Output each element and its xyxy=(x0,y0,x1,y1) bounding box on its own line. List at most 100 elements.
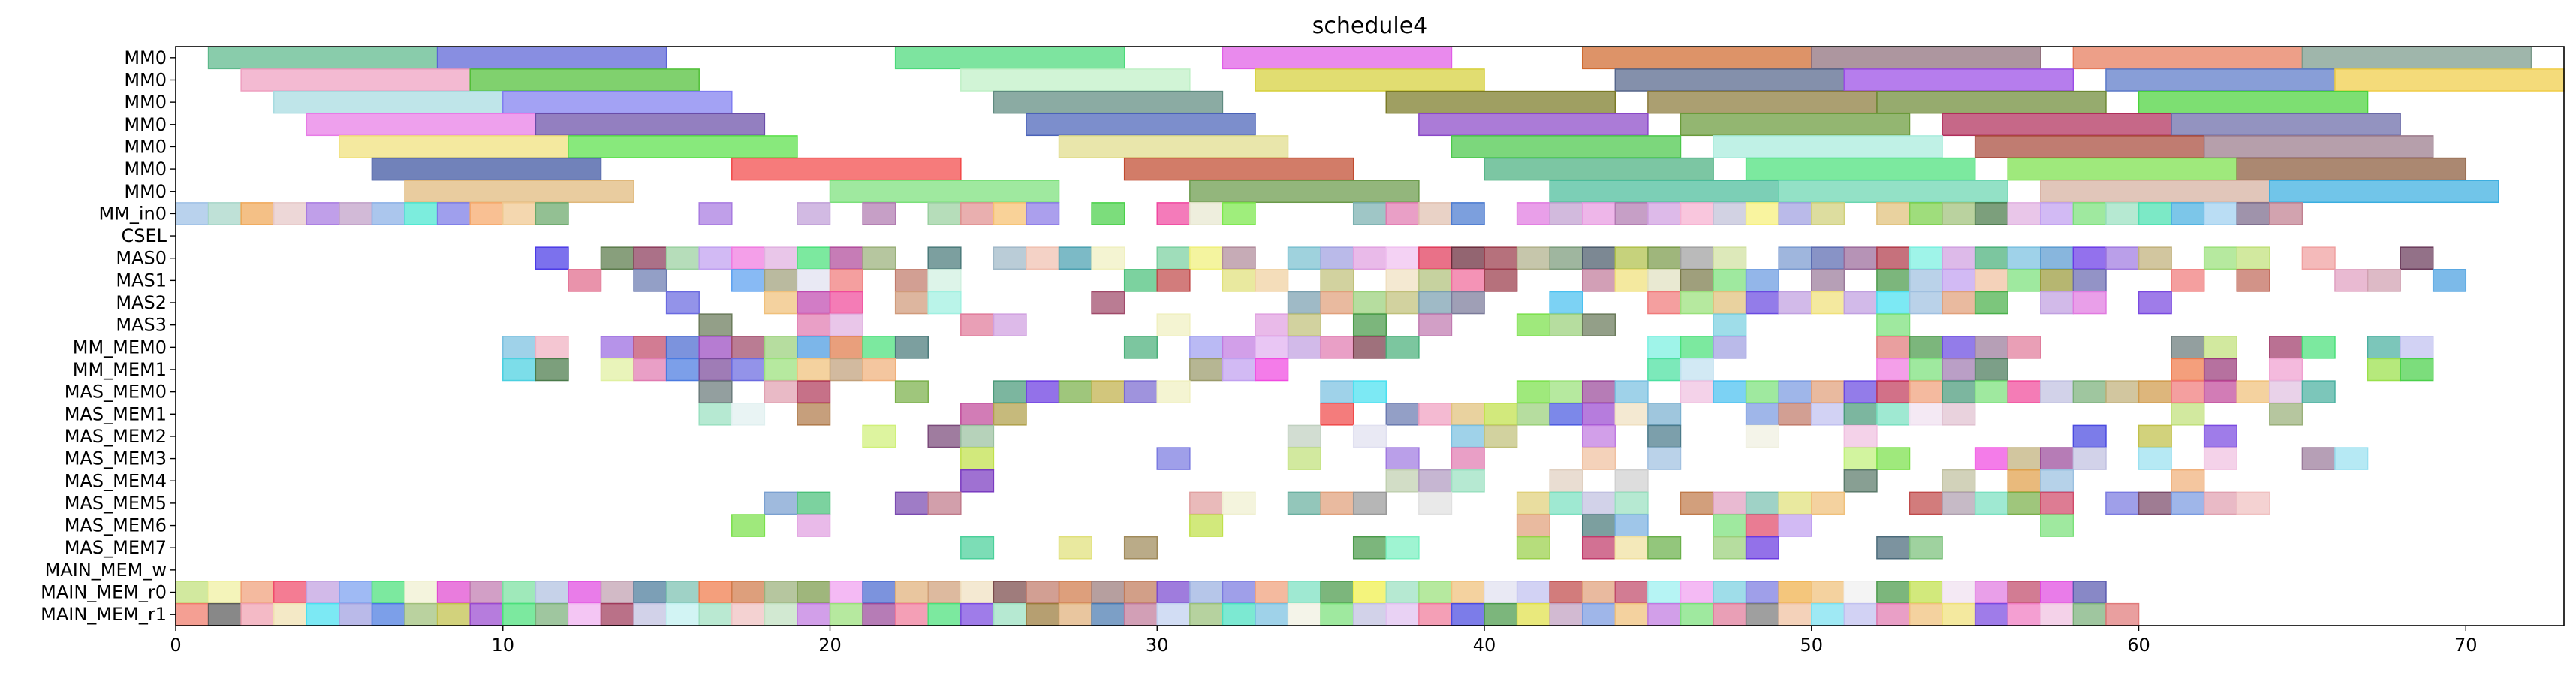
task-bar xyxy=(797,246,831,270)
task-bar xyxy=(207,202,242,225)
task-bar xyxy=(731,403,766,426)
task-bar xyxy=(2269,380,2303,403)
task-bar xyxy=(1418,113,1649,137)
task-bar xyxy=(698,336,733,359)
task-bar xyxy=(1222,246,1256,270)
task-bar xyxy=(1484,403,1518,426)
task-bar xyxy=(2105,380,2140,403)
task-bar xyxy=(2007,491,2041,515)
task-bar xyxy=(2334,447,2369,470)
task-bar xyxy=(2171,380,2205,403)
task-bar xyxy=(1287,313,1321,336)
task-bar xyxy=(1026,246,1060,270)
task-bar xyxy=(1876,358,1911,382)
task-bar xyxy=(1222,491,1256,515)
task-bar xyxy=(829,581,863,604)
task-bar xyxy=(2171,469,2205,493)
task-bar xyxy=(404,581,438,604)
task-bar xyxy=(960,403,995,426)
task-bar xyxy=(1843,447,1878,470)
task-bar xyxy=(1255,336,1289,359)
task-bar xyxy=(1680,202,1714,225)
task-bar xyxy=(1123,380,1158,403)
task-bar xyxy=(1843,469,1878,493)
task-bar xyxy=(1581,46,1812,70)
task-bar xyxy=(1614,491,1649,515)
task-bar xyxy=(1843,68,2074,92)
task-bar xyxy=(339,135,569,158)
task-bar xyxy=(1189,358,1224,382)
task-bar xyxy=(1451,469,1485,493)
task-bar xyxy=(1156,447,1191,470)
y-tick-label: MAS_MEM3 xyxy=(65,448,167,469)
task-bar xyxy=(993,246,1027,270)
task-bar xyxy=(371,157,602,181)
task-bar xyxy=(927,491,962,515)
task-bar xyxy=(1451,269,1485,292)
task-bar xyxy=(1581,491,1616,515)
task-bar xyxy=(535,246,569,270)
task-bar xyxy=(2007,269,2041,292)
task-bar xyxy=(927,269,962,292)
task-bar xyxy=(1581,269,1616,292)
task-bar xyxy=(1385,336,1420,359)
task-bar xyxy=(764,269,798,292)
task-bar xyxy=(2007,336,2041,359)
task-bar xyxy=(960,202,995,225)
task-bar xyxy=(2040,291,2074,315)
task-bar xyxy=(2301,447,2336,470)
task-bar xyxy=(1581,514,1616,537)
task-bar xyxy=(1189,180,1420,204)
task-bar xyxy=(665,581,700,604)
task-bar xyxy=(894,581,929,604)
task-bar xyxy=(469,202,504,225)
task-bar xyxy=(1614,536,1649,560)
task-bar xyxy=(1026,113,1256,137)
task-bar xyxy=(797,291,831,315)
task-bar xyxy=(1320,403,1354,426)
task-bar xyxy=(339,581,373,604)
task-bar xyxy=(371,581,405,604)
task-bar xyxy=(1287,291,1321,315)
task-bar xyxy=(1745,424,1779,448)
task-bar xyxy=(731,157,962,181)
task-bar xyxy=(1058,135,1289,158)
task-bar xyxy=(1647,358,1682,382)
task-bar xyxy=(1811,46,2041,70)
task-bar xyxy=(1123,536,1158,560)
task-bar xyxy=(993,90,1224,114)
task-bar xyxy=(797,358,831,382)
task-bar xyxy=(207,602,242,626)
y-tick-label: MM0 xyxy=(124,158,167,180)
task-bar xyxy=(1647,336,1682,359)
task-bar xyxy=(2203,447,2237,470)
task-bar xyxy=(797,491,831,515)
y-tick-label: MAS_MEM1 xyxy=(65,403,167,424)
y-tick-label: MAS0 xyxy=(116,248,167,269)
task-bar xyxy=(339,602,373,626)
y-tick-label: MAS_MEM7 xyxy=(65,537,167,558)
task-bar xyxy=(1581,602,1616,626)
task-bar xyxy=(1451,424,1485,448)
task-bar xyxy=(1647,424,1682,448)
task-bar xyxy=(2040,514,2074,537)
task-bar xyxy=(764,581,798,604)
task-bar xyxy=(927,291,962,315)
task-bar xyxy=(1418,469,1453,493)
task-bar xyxy=(2072,202,2107,225)
x-axis: 0 10 20 30 40 50 60 70 xyxy=(170,626,2478,656)
task-bar xyxy=(2301,380,2336,403)
task-bar xyxy=(600,602,634,626)
task-bar xyxy=(1516,202,1550,225)
task-bar xyxy=(1418,403,1453,426)
task-bar xyxy=(894,46,1125,70)
task-bar xyxy=(1974,380,2008,403)
task-bar xyxy=(1745,536,1779,560)
task-bar xyxy=(1647,90,1878,114)
task-bar xyxy=(2203,202,2237,225)
task-bar xyxy=(698,358,733,382)
task-bar xyxy=(1484,424,1518,448)
task-bar xyxy=(797,403,831,426)
task-bar xyxy=(1581,424,1616,448)
task-bar xyxy=(2367,269,2401,292)
